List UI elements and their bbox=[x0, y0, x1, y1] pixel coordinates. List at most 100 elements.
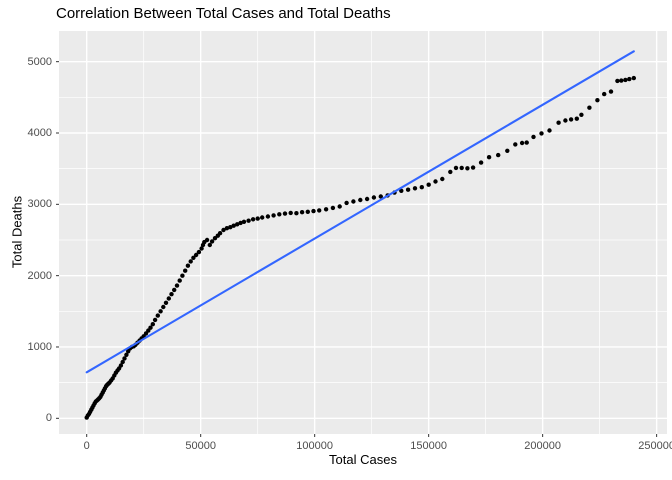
data-point bbox=[150, 322, 155, 327]
data-point bbox=[199, 246, 204, 251]
panel-background bbox=[59, 31, 667, 434]
data-point bbox=[250, 217, 256, 222]
data-point bbox=[440, 176, 445, 182]
data-point bbox=[378, 194, 383, 199]
data-point bbox=[364, 196, 370, 202]
data-point bbox=[631, 75, 636, 81]
data-point bbox=[299, 210, 305, 215]
data-point bbox=[579, 112, 584, 118]
data-point bbox=[231, 223, 236, 228]
data-point bbox=[556, 120, 561, 125]
data-point bbox=[265, 214, 271, 219]
data-point bbox=[478, 160, 484, 165]
data-point bbox=[161, 304, 166, 310]
data-point bbox=[185, 263, 191, 268]
data-point bbox=[155, 313, 160, 318]
data-point bbox=[294, 211, 299, 216]
data-point bbox=[602, 91, 607, 97]
data-point bbox=[465, 166, 470, 171]
data-point bbox=[158, 309, 163, 314]
y-tick-label: 3000 bbox=[27, 198, 52, 211]
data-point bbox=[191, 255, 196, 260]
data-point bbox=[623, 77, 628, 83]
data-point bbox=[519, 140, 525, 146]
data-point bbox=[412, 186, 418, 191]
data-point bbox=[172, 287, 177, 293]
data-point bbox=[358, 197, 363, 203]
data-point bbox=[204, 237, 210, 243]
x-tick-label: 100000 bbox=[296, 440, 334, 452]
data-point bbox=[196, 249, 202, 255]
x-tick-label: 150000 bbox=[410, 440, 447, 452]
y-tick-label: 4000 bbox=[27, 126, 52, 139]
data-point bbox=[166, 296, 171, 301]
data-point bbox=[217, 231, 223, 236]
data-point bbox=[539, 131, 544, 136]
x-tick-label: 250000 bbox=[638, 440, 672, 452]
data-point bbox=[448, 169, 453, 175]
data-point bbox=[311, 208, 316, 214]
data-point bbox=[177, 278, 182, 283]
data-point bbox=[615, 78, 620, 84]
data-point bbox=[212, 236, 218, 241]
data-point bbox=[235, 222, 240, 227]
data-point bbox=[351, 199, 356, 204]
data-point bbox=[207, 242, 212, 248]
data-point bbox=[277, 212, 282, 217]
data-point bbox=[496, 152, 501, 158]
data-point bbox=[405, 187, 411, 192]
data-point bbox=[574, 116, 579, 121]
y-tick-label: 5000 bbox=[27, 55, 52, 68]
data-point bbox=[255, 216, 260, 221]
data-point bbox=[419, 185, 424, 190]
data-point bbox=[337, 204, 342, 209]
data-point bbox=[152, 317, 158, 323]
data-point bbox=[426, 182, 431, 187]
x-tick-label: 200000 bbox=[524, 440, 561, 452]
data-point bbox=[344, 200, 349, 206]
data-point bbox=[433, 179, 438, 184]
y-tick-label: 0 bbox=[45, 412, 52, 425]
data-point bbox=[193, 252, 199, 258]
data-point bbox=[305, 209, 310, 214]
data-point bbox=[120, 359, 125, 365]
data-point bbox=[524, 140, 529, 145]
data-point bbox=[163, 300, 169, 305]
data-point bbox=[627, 76, 632, 82]
data-point bbox=[238, 220, 243, 226]
data-point bbox=[174, 283, 180, 288]
data-point bbox=[505, 148, 510, 153]
data-point bbox=[547, 128, 552, 133]
data-point bbox=[531, 134, 536, 140]
x-tick-label: 0 bbox=[83, 440, 90, 452]
data-point bbox=[122, 356, 127, 361]
data-point bbox=[228, 225, 233, 230]
data-point bbox=[323, 207, 329, 212]
data-point bbox=[221, 227, 226, 233]
data-point bbox=[453, 165, 459, 171]
data-point bbox=[568, 117, 574, 122]
trend-line bbox=[85, 50, 635, 374]
data-point bbox=[608, 89, 614, 94]
x-tick-label: 50000 bbox=[185, 440, 216, 452]
data-point bbox=[619, 78, 624, 83]
panel-group bbox=[59, 31, 667, 434]
data-point bbox=[330, 205, 336, 211]
chart-title: Correlation Between Total Cases and Tota… bbox=[56, 5, 391, 22]
data-point bbox=[118, 363, 124, 368]
data-point bbox=[399, 188, 404, 193]
data-point bbox=[209, 239, 215, 244]
data-point bbox=[513, 142, 518, 147]
data-point bbox=[169, 292, 174, 297]
data-point bbox=[188, 259, 193, 264]
data-point bbox=[288, 210, 293, 216]
data-point bbox=[371, 195, 377, 200]
y-tick-label: 1000 bbox=[27, 340, 52, 353]
data-point bbox=[224, 226, 230, 231]
data-point bbox=[563, 118, 568, 123]
data-point bbox=[271, 213, 276, 218]
data-point bbox=[148, 325, 153, 330]
data-point bbox=[180, 273, 185, 278]
data-point bbox=[470, 165, 476, 170]
